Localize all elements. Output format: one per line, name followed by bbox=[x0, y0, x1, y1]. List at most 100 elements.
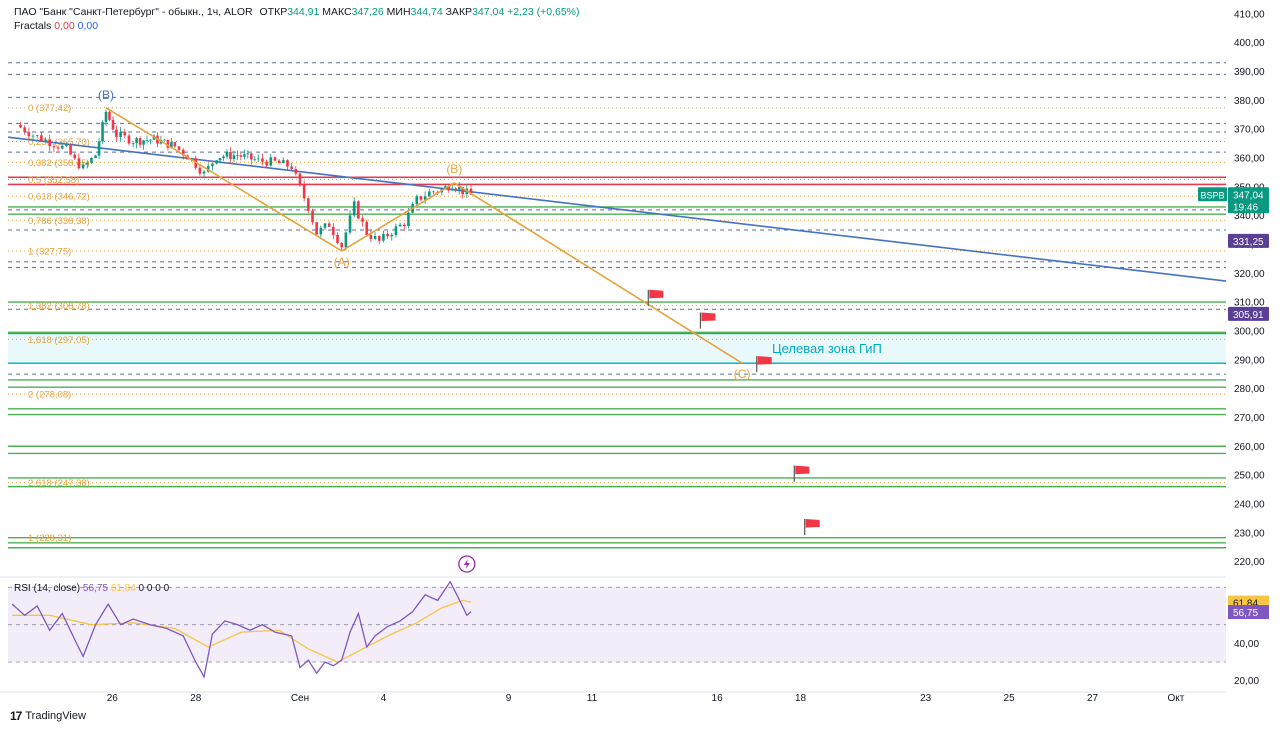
time-tick-label: 18 bbox=[795, 693, 807, 704]
target-zone bbox=[8, 333, 1226, 364]
candle-body bbox=[427, 191, 431, 197]
wave-label: (B) bbox=[98, 88, 114, 102]
candle-body bbox=[142, 140, 145, 145]
candle-body bbox=[457, 187, 461, 191]
candle-body bbox=[81, 164, 85, 169]
fib-level-label: 1 (327,75) bbox=[28, 246, 71, 257]
fib-level-label: 1,618 (297,05) bbox=[28, 335, 90, 346]
candle-body bbox=[261, 158, 264, 162]
candle-body bbox=[273, 157, 277, 161]
candle-body bbox=[65, 144, 68, 146]
candle-body bbox=[348, 215, 352, 233]
candle-body bbox=[40, 135, 43, 141]
candle-body bbox=[357, 201, 360, 219]
flag-icon bbox=[649, 289, 664, 299]
candle-body bbox=[239, 155, 243, 157]
flag-icon bbox=[795, 465, 810, 475]
indicator-header[interactable]: Fractals 0,00 0,00 bbox=[14, 20, 98, 32]
candle-body bbox=[173, 142, 177, 147]
candle-body bbox=[225, 152, 229, 157]
candle-body bbox=[256, 158, 260, 160]
price-tick-label: 290,00 bbox=[1234, 355, 1265, 366]
candle-body bbox=[104, 111, 108, 123]
tradingview-logo-icon: 17 bbox=[10, 709, 22, 723]
candle-body bbox=[60, 145, 64, 149]
price-tick-label: 240,00 bbox=[1234, 499, 1265, 510]
candle-body bbox=[90, 157, 93, 163]
price-tick-label: 380,00 bbox=[1234, 96, 1265, 107]
flag-icon bbox=[805, 518, 820, 528]
candle-body bbox=[145, 140, 149, 141]
fib-level-label: 1 (228,31) bbox=[28, 533, 71, 544]
flag-icon bbox=[757, 356, 772, 365]
candle-body bbox=[332, 226, 335, 235]
time-tick-label: 25 bbox=[1004, 693, 1016, 704]
candle-body bbox=[432, 191, 435, 193]
rsi-extra: 0 0 0 0 bbox=[138, 583, 170, 594]
time-tick-label: 4 bbox=[381, 693, 387, 704]
price-tick-label: 300,00 bbox=[1234, 326, 1265, 337]
candle-body bbox=[149, 139, 152, 141]
candle-body bbox=[97, 141, 101, 156]
indicator-value-2: 0,00 bbox=[77, 20, 99, 32]
high-label: МАКС bbox=[322, 6, 352, 18]
candle-body bbox=[246, 153, 250, 155]
candle-body bbox=[138, 138, 142, 145]
price-tick-label: 270,00 bbox=[1234, 413, 1265, 424]
symbol-tag-label: BSPB bbox=[1200, 190, 1224, 200]
rsi-title: RSI (14, close) bbox=[14, 583, 81, 594]
fib-level-label: 0 (377,42) bbox=[28, 103, 71, 114]
candle-body bbox=[131, 143, 135, 145]
candle-body bbox=[229, 152, 232, 160]
candle-body bbox=[177, 146, 181, 150]
candle-body bbox=[77, 158, 81, 169]
tradingview-brand[interactable]: 17 TradingView bbox=[10, 709, 86, 723]
flag-icon bbox=[701, 312, 716, 322]
candle-body bbox=[85, 162, 89, 165]
candle-body bbox=[31, 135, 35, 137]
candle-body bbox=[402, 224, 406, 227]
rsi-line bbox=[11, 580, 472, 679]
candle-body bbox=[206, 166, 210, 172]
price-level-value: 331,25 bbox=[1233, 237, 1264, 248]
time-tick-label: Окт bbox=[1168, 693, 1185, 704]
candle-body bbox=[123, 131, 127, 136]
candle-body bbox=[415, 196, 419, 205]
price-tick-label: 390,00 bbox=[1234, 67, 1265, 78]
candle-body bbox=[163, 139, 166, 141]
candle-body bbox=[277, 160, 281, 164]
wave-label: (A) bbox=[334, 255, 350, 269]
fib-level-label: 0,618 (346,72) bbox=[28, 192, 90, 203]
candle-body bbox=[352, 201, 356, 216]
candle-body bbox=[447, 186, 451, 191]
price-tick-label: 320,00 bbox=[1234, 269, 1265, 280]
candle-body bbox=[286, 160, 289, 167]
candle-body bbox=[202, 171, 206, 174]
candle-body bbox=[407, 212, 410, 227]
candle-body bbox=[311, 210, 314, 223]
candle-body bbox=[294, 169, 298, 174]
candle-body bbox=[377, 235, 381, 241]
rsi-ma-badge-value: 61,84 bbox=[1233, 599, 1258, 610]
candle-body bbox=[344, 232, 348, 248]
candle-body bbox=[369, 234, 373, 239]
candle-body bbox=[461, 187, 464, 195]
rsi-header[interactable]: RSI (14, close) 56,75 61,84 0 0 0 0 bbox=[14, 583, 169, 594]
candle-body bbox=[398, 224, 402, 227]
candle-body bbox=[73, 154, 77, 159]
time-tick-label: Сен bbox=[291, 693, 309, 704]
rsi-badge-value: 56,75 bbox=[1233, 608, 1258, 619]
wave-label: (B) bbox=[446, 162, 462, 176]
candle-body bbox=[218, 158, 222, 161]
candle-body bbox=[253, 159, 257, 161]
candle-body bbox=[365, 221, 369, 235]
price-tick-label: 230,00 bbox=[1234, 528, 1265, 539]
candle-body bbox=[166, 139, 170, 148]
candle-body bbox=[390, 234, 394, 237]
candle-body bbox=[319, 227, 323, 235]
candle-body bbox=[382, 233, 385, 241]
last-price-badge bbox=[1228, 187, 1269, 214]
event-marker-icon bbox=[458, 555, 476, 573]
wave-label: (C) bbox=[734, 367, 751, 381]
